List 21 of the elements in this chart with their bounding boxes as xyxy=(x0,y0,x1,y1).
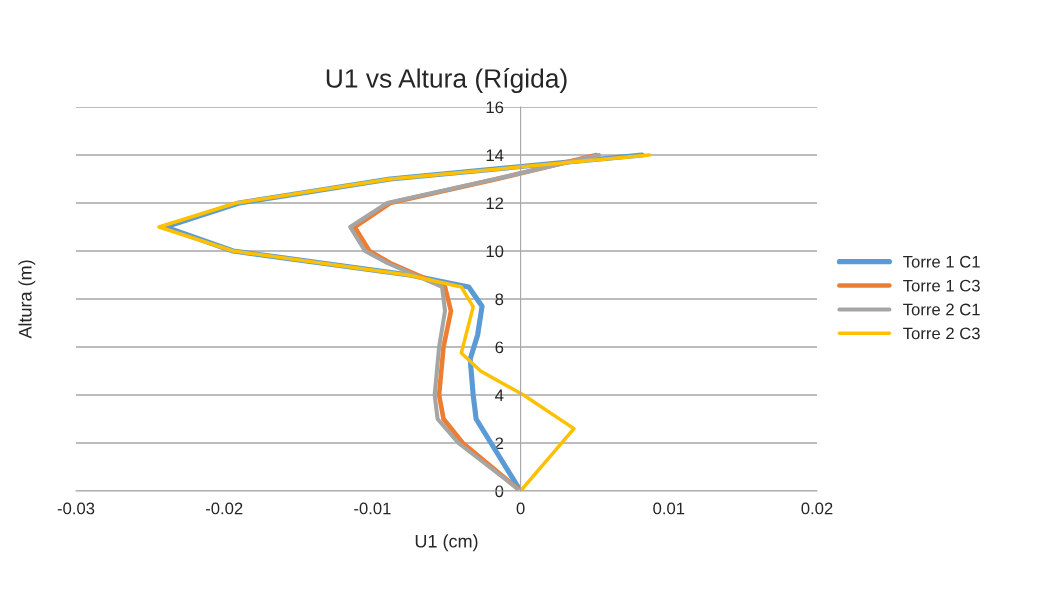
x-axis-title: U1 (cm) xyxy=(415,534,478,552)
y-tick-label: 4 xyxy=(495,389,504,402)
y-axis-title: Altura (m) xyxy=(18,260,36,339)
x-tick-label: 0 xyxy=(516,502,525,515)
x-tick-label: 0.02 xyxy=(801,502,833,515)
x-tick-label: 0.01 xyxy=(653,502,685,515)
x-tick-label: -0.03 xyxy=(57,502,95,515)
y-tick-label: 14 xyxy=(486,149,504,162)
legend-label: Torre 1 C1 xyxy=(903,255,980,268)
y-tick-label: 12 xyxy=(486,197,504,210)
legend-label: Torre 1 C3 xyxy=(903,279,980,292)
legend-label: Torre 2 C3 xyxy=(903,327,980,340)
x-tick-label: -0.01 xyxy=(354,502,391,515)
chart-title: U1 vs Altura (Rígida) xyxy=(326,68,567,94)
y-tick-label: 16 xyxy=(486,101,504,114)
y-tick-label: 6 xyxy=(495,341,504,354)
y-tick-label: 8 xyxy=(495,293,504,306)
x-tick-label: -0.02 xyxy=(205,502,243,515)
y-tick-label: 0 xyxy=(495,485,504,498)
y-tick-label: 10 xyxy=(486,245,504,258)
legend-label: Torre 2 C1 xyxy=(903,303,980,316)
